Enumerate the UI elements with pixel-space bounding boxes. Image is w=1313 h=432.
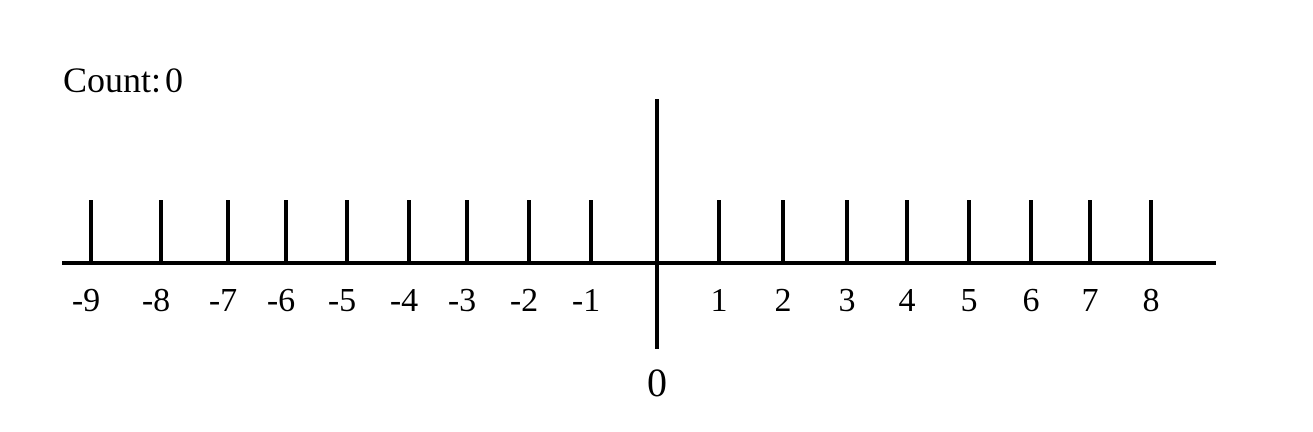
tick-label: 4: [899, 282, 916, 319]
tick-label: -8: [142, 282, 170, 319]
tick-label: 6: [1023, 282, 1040, 319]
count-display: Count: 0: [63, 62, 183, 98]
tick-label: 3: [839, 282, 856, 319]
origin-label: 0: [647, 360, 667, 405]
tick-label: -2: [510, 282, 538, 319]
tick-label: -6: [267, 282, 295, 319]
tick-label: 7: [1082, 282, 1099, 319]
tick-label: -7: [209, 282, 237, 319]
tick-label: 1: [711, 282, 728, 319]
tick-label: -4: [390, 282, 418, 319]
tick-label: -1: [572, 282, 600, 319]
tick-label: 2: [775, 282, 792, 319]
count-value: 0: [165, 60, 184, 100]
count-label: Count:: [63, 60, 162, 100]
tick-label: 5: [961, 282, 978, 319]
tick-label: -3: [448, 282, 476, 319]
tick-label: -9: [72, 282, 100, 319]
tick-label: -5: [328, 282, 356, 319]
tick-label: 8: [1143, 282, 1160, 319]
positive-ticks: 1 2 3 4 5 6 7 8: [711, 200, 1160, 319]
negative-ticks: -9 -8 -7 -6 -5 -4 -3 -2 -1: [72, 200, 600, 319]
